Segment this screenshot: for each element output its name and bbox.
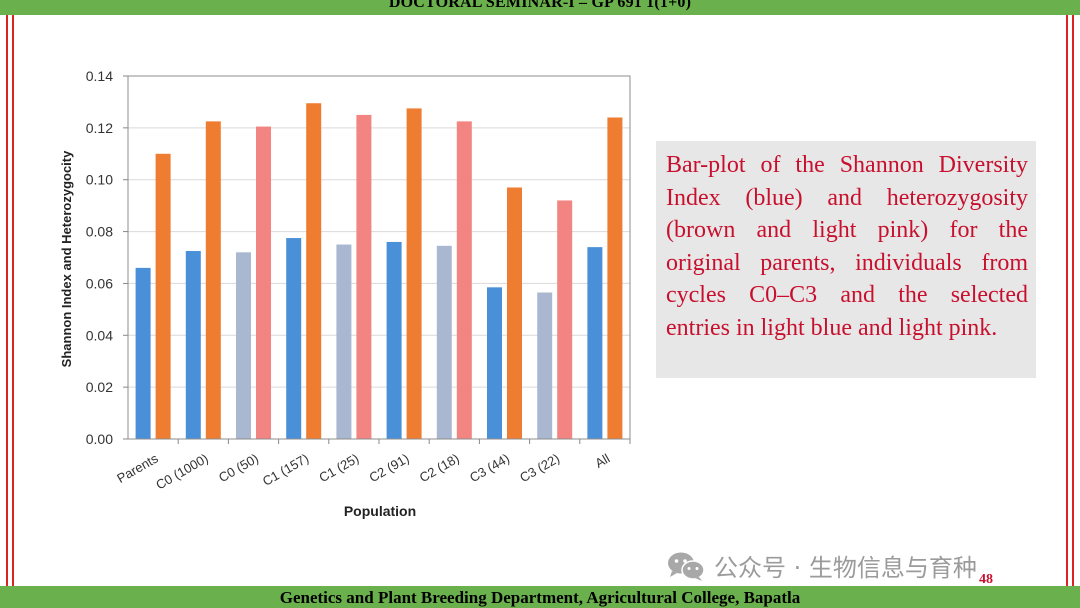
x-tick-label: C2 (18) (417, 451, 462, 486)
x-tick-label: C0 (50) (216, 451, 261, 486)
watermark: 公众号 · 生物信息与育种 (666, 548, 977, 583)
bar-heterozygosity (205, 121, 221, 439)
x-axis-label: Population (344, 503, 416, 519)
caption-text: Bar-plot of the Shannon Diversity Index … (666, 152, 1028, 341)
bar-heterozygosity (557, 200, 573, 439)
bar-chart: 0.00 0.02 0.04 0.06 0.08 0.10 0.12 0.14 Parents… (59, 68, 631, 519)
y-tick-label: 0.04 (86, 327, 113, 343)
y-tick-label: 0.10 (86, 172, 113, 188)
chart-grid (128, 75, 630, 440)
y-tick-label: 0.00 (86, 431, 113, 447)
bar-heterozygosity (456, 121, 472, 439)
y-tick-label: 0.02 (86, 379, 113, 395)
y-axis-label: Shannon Index and Heterozygocity (59, 150, 74, 367)
header-bar: DOCTORAL SEMINAR-I – GP 691 1(1+0) (0, 0, 1080, 15)
bar-shannon (587, 247, 603, 439)
bar-shannon (135, 267, 151, 439)
wechat-icon (668, 552, 705, 581)
header-title: DOCTORAL SEMINAR-I – GP 691 1(1+0) (388, 0, 692, 11)
bar-shannon (286, 238, 302, 439)
bar-heterozygosity (356, 114, 372, 439)
y-tick-label: 0.14 (86, 68, 113, 84)
x-tick-label: C3 (44) (467, 451, 512, 486)
bar-shannon (487, 287, 502, 439)
x-tick-label: C0 (1000) (153, 451, 211, 493)
bar-shannon (185, 251, 201, 439)
chart-bars (135, 103, 623, 440)
x-tick-label: C1 (25) (316, 451, 361, 486)
bar-heterozygosity (507, 187, 522, 439)
bar-heterozygosity (306, 103, 322, 439)
plot-frame (127, 75, 631, 440)
left-border-line-inner (12, 15, 14, 586)
y-tick-label: 0.08 (86, 224, 113, 240)
right-border-line-inner (1066, 15, 1068, 586)
watermark-text: 公众号 · 生物信息与育种 (714, 554, 977, 582)
bar-heterozygosity (607, 117, 623, 439)
footer-text: Genetics and Plant Breeding Department, … (279, 588, 801, 607)
bar-shannon (537, 292, 553, 439)
footer-bar: Genetics and Plant Breeding Department, … (0, 586, 1080, 608)
caption-box: Bar-plot of the Shannon Diversity Index … (656, 141, 1036, 378)
left-border-line (6, 15, 8, 586)
y-tick-label: 0.06 (86, 275, 113, 291)
bar-heterozygosity (406, 108, 422, 440)
x-tick-label: C1 (157) (260, 451, 311, 489)
x-tick-label: All (592, 451, 612, 471)
bar-shannon (336, 244, 352, 439)
bar-shannon (386, 241, 402, 439)
bar-heterozygosity (256, 126, 271, 439)
y-tick-label: 0.12 (86, 120, 113, 136)
x-tick-label: C2 (91) (367, 451, 412, 486)
page-number: 48 (979, 572, 993, 587)
bar-shannon (436, 245, 452, 439)
y-tick-labels: 0.00 0.02 0.04 0.06 0.08 0.10 0.12 0.14 (86, 68, 113, 447)
right-border-line (1072, 15, 1074, 586)
bar-shannon (236, 252, 251, 439)
bar-heterozygosity (155, 153, 171, 439)
chart-axes (123, 75, 631, 444)
x-tick-label: C3 (22) (517, 451, 562, 486)
